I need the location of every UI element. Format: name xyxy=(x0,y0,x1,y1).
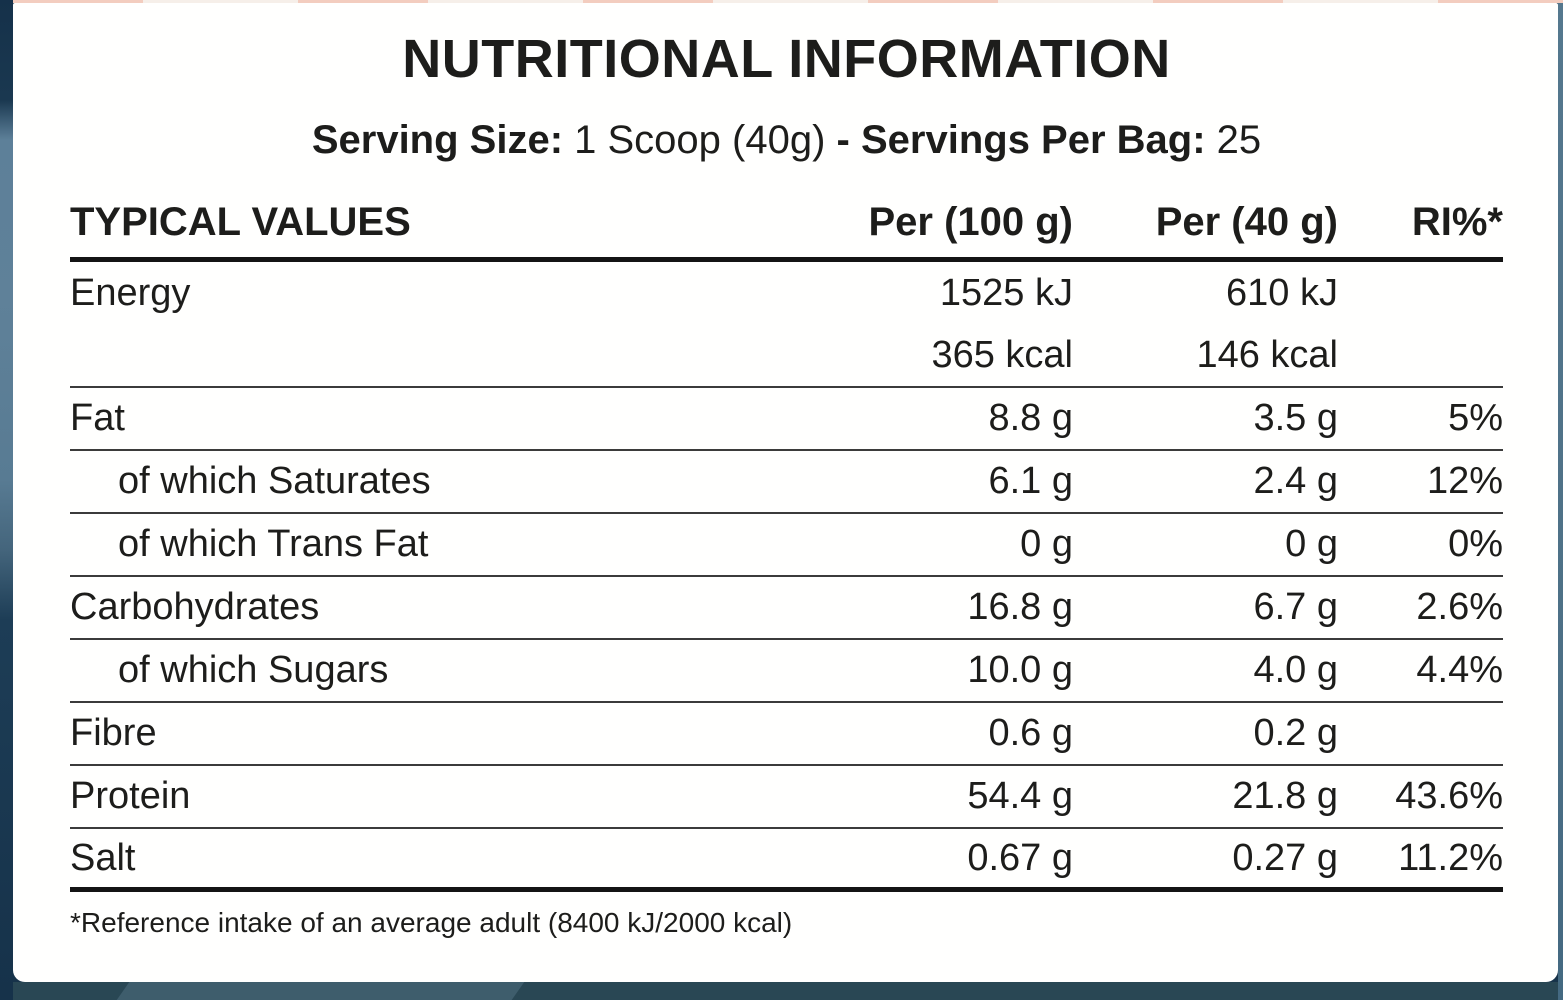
per-100g-value: 16.8 g xyxy=(967,586,1073,628)
header-per-40g: Per (40 g) xyxy=(1155,200,1338,244)
per-40g-value: 0.27 g xyxy=(1232,836,1338,879)
nutrient-label: of which Saturates xyxy=(118,460,431,502)
per-40g-value: 2.4 g xyxy=(1253,460,1338,502)
ri-value: 4.4% xyxy=(1416,649,1503,691)
ri-value: 0% xyxy=(1448,523,1503,565)
nutrient-label: of which Sugars xyxy=(118,649,389,691)
ri-value: 2.6% xyxy=(1416,586,1503,628)
per-100g-value: 10.0 g xyxy=(967,649,1073,691)
reference-intake-footnote: *Reference intake of an average adult (8… xyxy=(70,907,793,938)
package-edge-bottom-accent xyxy=(116,982,525,1000)
per-100g-value: 0.67 g xyxy=(967,836,1073,879)
per-100g-value: 8.8 g xyxy=(988,397,1073,439)
servings-per-bag-label: Servings Per Bag: xyxy=(860,118,1206,162)
table-row-fibre: Fibre 0.6 g 0.2 g xyxy=(70,703,1503,766)
nutrient-label: Fat xyxy=(70,397,125,439)
per-40g-value: 4.0 g xyxy=(1253,649,1338,691)
per-40g-value: 0.2 g xyxy=(1253,712,1338,754)
package-edge-bottom xyxy=(13,982,1558,1000)
table-row-fat: Fat 8.8 g 3.5 g 5% xyxy=(70,388,1503,451)
per-100g-value: 6.1 g xyxy=(988,460,1073,502)
header-per-100g: Per (100 g) xyxy=(868,200,1073,244)
per-40g-value: 3.5 g xyxy=(1253,397,1338,439)
page-title: NUTRITIONAL INFORMATION xyxy=(402,29,1171,89)
nutrient-label: Carbohydrates xyxy=(70,586,320,628)
ri-value: 43.6% xyxy=(1395,775,1503,817)
ri-value: 11.2% xyxy=(1398,836,1503,879)
nutrient-label: of which Trans Fat xyxy=(118,523,429,565)
nutrient-label: Salt xyxy=(70,836,136,879)
nutrition-table: TYPICAL VALUES Per (100 g) Per (40 g) RI… xyxy=(70,192,1503,892)
package-edge-right xyxy=(1558,3,1563,1000)
ri-value: 12% xyxy=(1426,460,1503,502)
table-row-protein: Protein 54.4 g 21.8 g 43.6% xyxy=(70,766,1503,829)
per-40g-value: 21.8 g xyxy=(1232,775,1338,817)
nutrient-label: Fibre xyxy=(70,712,157,754)
serving-line: Serving Size: 1 Scoop (40g) - Servings P… xyxy=(70,116,1503,164)
serving-size-value: 1 Scoop (40g) xyxy=(563,118,837,162)
package-edge-top xyxy=(13,0,1563,3)
per-100g-value: 1525 kJ xyxy=(939,272,1073,314)
per-100g-value: 365 kcal xyxy=(931,334,1073,376)
table-row-energy-kj: Energy 1525 kJ 610 kJ xyxy=(70,262,1503,325)
table-row-trans-fat: of which Trans Fat 0 g 0 g 0% xyxy=(70,514,1503,577)
nutrition-label-panel: NUTRITIONAL INFORMATION Serving Size: 1 … xyxy=(13,3,1558,982)
per-40g-value: 0 g xyxy=(1285,523,1338,565)
nutrient-label: Protein xyxy=(70,775,191,817)
per-100g-value: 54.4 g xyxy=(967,775,1073,817)
header-ri-percent: RI%* xyxy=(1411,200,1503,244)
per-40g-value: 610 kJ xyxy=(1226,272,1338,314)
servings-per-bag-value: 25 xyxy=(1205,118,1262,162)
serving-size-label: Serving Size: xyxy=(311,118,564,162)
nutrition-label-content: NUTRITIONAL INFORMATION Serving Size: 1 … xyxy=(13,28,1558,940)
table-row-saturates: of which Saturates 6.1 g 2.4 g 12% xyxy=(70,451,1503,514)
per-100g-value: 0 g xyxy=(1020,523,1073,565)
table-header-row: TYPICAL VALUES Per (100 g) Per (40 g) RI… xyxy=(70,192,1503,262)
header-typical-values: TYPICAL VALUES xyxy=(70,200,411,244)
per-40g-value: 6.7 g xyxy=(1253,586,1338,628)
table-row-sugars: of which Sugars 10.0 g 4.0 g 4.4% xyxy=(70,640,1503,703)
table-row-carbohydrates: Carbohydrates 16.8 g 6.7 g 2.6% xyxy=(70,577,1503,640)
per-100g-value: 0.6 g xyxy=(988,712,1073,754)
serving-separator: - xyxy=(836,118,861,162)
per-40g-value: 146 kcal xyxy=(1196,334,1338,376)
nutrient-label: Energy xyxy=(70,272,191,314)
package-edge-left xyxy=(0,0,13,1000)
table-row-energy-kcal: 365 kcal 146 kcal xyxy=(70,325,1503,388)
ri-value: 5% xyxy=(1448,397,1503,439)
table-row-salt: Salt 0.67 g 0.27 g 11.2% xyxy=(70,829,1503,892)
